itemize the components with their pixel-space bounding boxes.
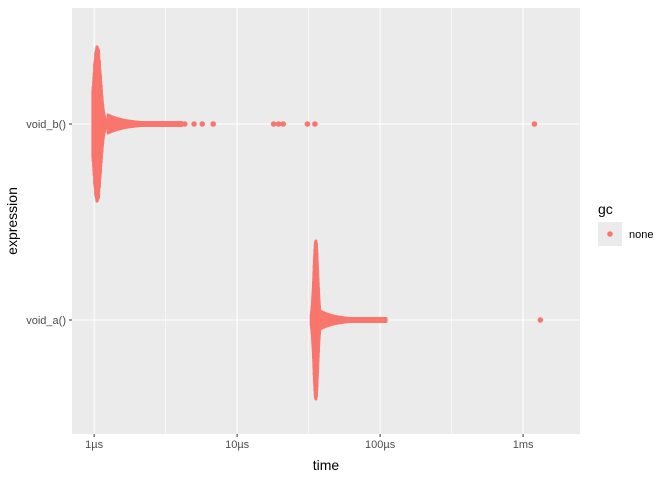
- outlier-point: [537, 317, 544, 323]
- outlier-point: [280, 121, 287, 127]
- outlier-point: [191, 121, 197, 127]
- legend-label: none: [629, 229, 653, 241]
- y-tick-label: void_a(): [26, 315, 66, 327]
- outlier-point: [270, 121, 277, 127]
- outlier-point: [531, 121, 538, 127]
- plot-panel: [72, 8, 580, 434]
- x-tick-label: 1µs: [85, 439, 103, 451]
- x-tick-label: 1ms: [513, 439, 534, 451]
- x-axis-title: time: [313, 457, 340, 473]
- x-tick-label: 100µs: [365, 439, 396, 451]
- y-tick-label: void_b(): [26, 119, 66, 131]
- y-axis-title: expression: [4, 187, 20, 255]
- legend: gc none: [598, 201, 653, 246]
- outlier-point: [275, 121, 282, 127]
- legend-key-point: [607, 231, 613, 237]
- outlier-point: [199, 121, 206, 127]
- outlier-point: [312, 121, 318, 127]
- outlier-point: [210, 121, 216, 127]
- y-axis: void_b() void_a(): [26, 119, 72, 327]
- legend-title: gc: [598, 201, 613, 217]
- data-points: [91, 45, 544, 401]
- x-tick-label: 10µs: [225, 439, 250, 451]
- outlier-point: [304, 121, 311, 127]
- outlier-point: [181, 121, 188, 127]
- x-axis: 1µs 10µs 100µs 1ms: [85, 434, 534, 451]
